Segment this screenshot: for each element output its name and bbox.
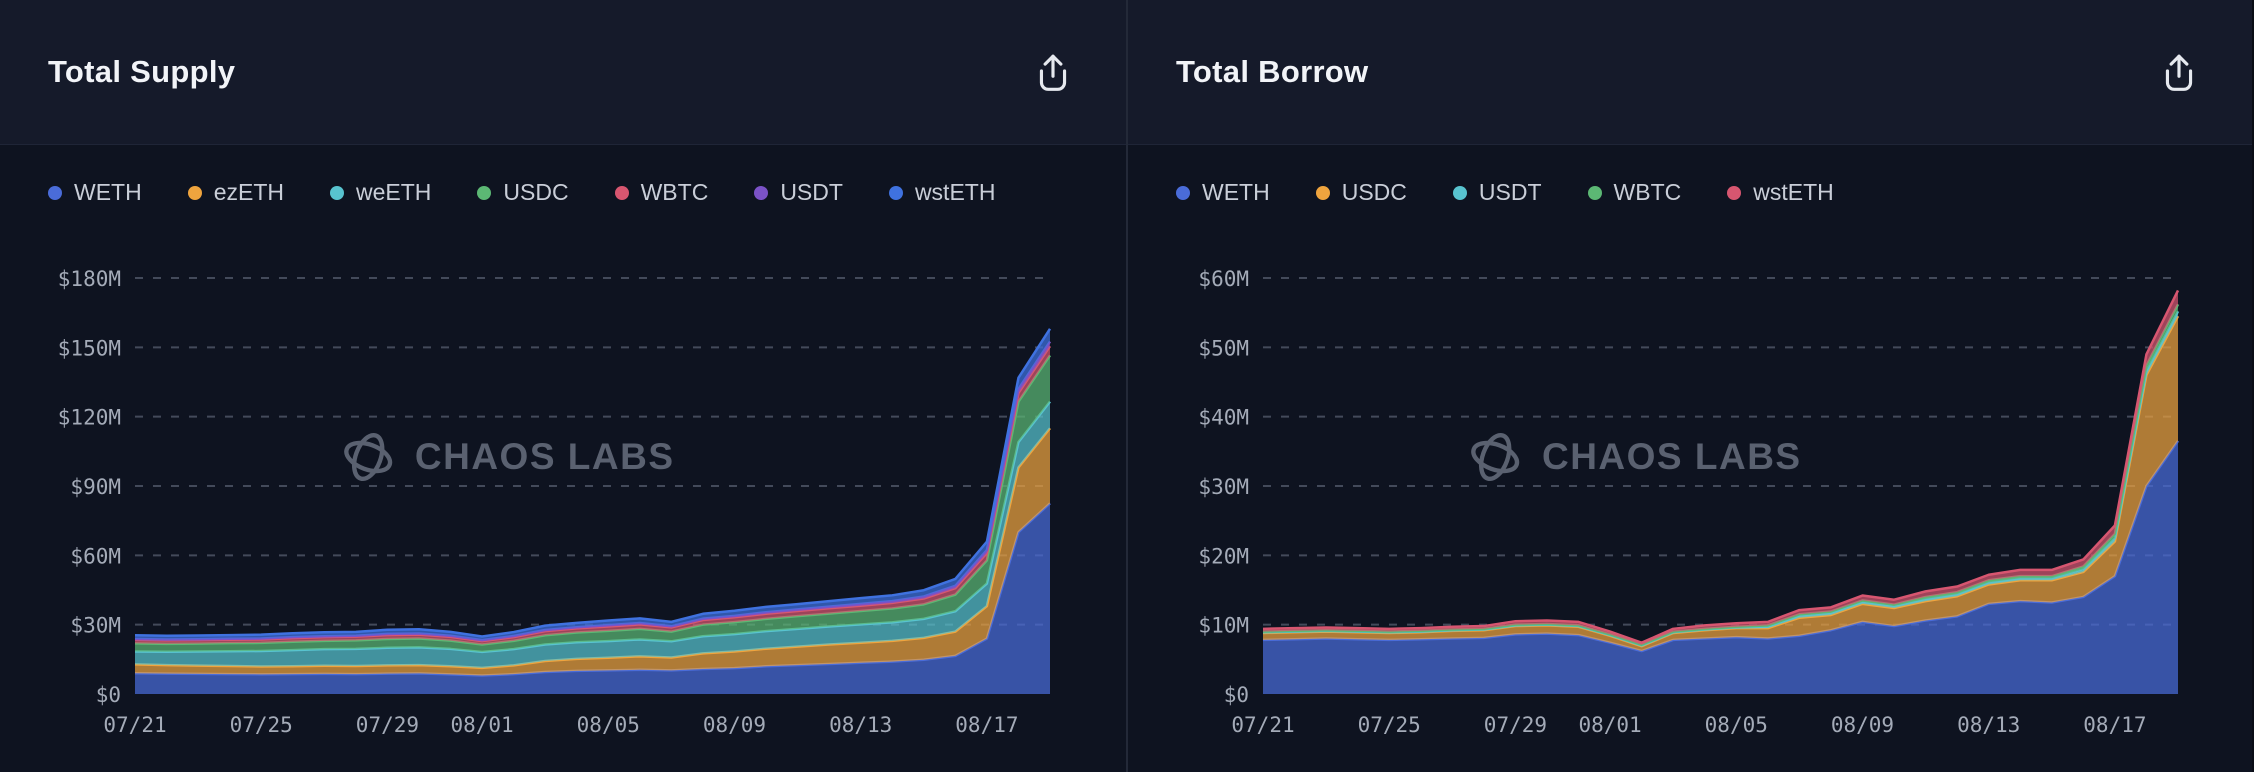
legend-label: USDC: [1341, 179, 1407, 205]
legend-dot-icon: [754, 185, 769, 200]
legend-label: wstETH: [1753, 179, 1834, 205]
legend-item-wsteth[interactable]: wstETH: [1727, 179, 1834, 206]
legend: WETH ezETH weETH USDC WBTC USDT wstETH: [0, 145, 1126, 220]
legend-dot-icon: [1315, 185, 1330, 200]
legend-item-weth[interactable]: WETH: [48, 179, 142, 206]
legend-item-ezeth[interactable]: ezETH: [187, 179, 285, 206]
card-header: Total Supply: [0, 0, 1126, 145]
export-icon: [2165, 54, 2193, 91]
line-series-wsteth: [134, 328, 1052, 638]
x-axis-label: 08/09: [1831, 713, 1894, 737]
x-axis-label: 08/05: [1705, 713, 1768, 737]
legend-item-usdc[interactable]: USDC: [1315, 179, 1407, 206]
y-axis-label: $60M: [1198, 267, 1249, 291]
legend-dot-icon: [477, 185, 492, 200]
x-axis-label: 07/21: [103, 713, 166, 737]
legend-dot-icon: [48, 185, 62, 200]
x-axis-label: 08/17: [2083, 713, 2146, 737]
y-axis-label: $0: [96, 683, 121, 707]
y-axis-label: $0: [1224, 683, 1249, 707]
legend-dot-icon: [888, 185, 903, 200]
legend-item-weeth[interactable]: weETH: [330, 179, 431, 206]
x-axis-label: 07/29: [1484, 713, 1547, 737]
legend-item-usdt[interactable]: USDT: [1452, 179, 1542, 206]
x-axis-label: 08/13: [829, 713, 892, 737]
legend-label: WETH: [1202, 179, 1270, 205]
legend-dot-icon: [1727, 185, 1742, 200]
area-series-weth: [1263, 440, 2178, 694]
y-axis-label: $60M: [70, 544, 121, 568]
y-axis-label: $30M: [1198, 475, 1249, 499]
export-icon: [1039, 54, 1067, 91]
export-button[interactable]: [2154, 45, 2204, 99]
y-axis-label: $40M: [1198, 406, 1249, 430]
legend-label: WBTC: [1613, 179, 1682, 205]
legend-label: weETH: [356, 179, 432, 205]
area-series-usdc: [1263, 316, 2178, 652]
y-axis-label: $90M: [70, 475, 121, 499]
y-axis-label: $180M: [58, 267, 121, 291]
legend-label: WETH: [74, 179, 142, 205]
legend-label: USDT: [1478, 179, 1542, 205]
y-axis-label: $20M: [1198, 544, 1249, 568]
y-axis-label: $50M: [1198, 336, 1249, 360]
legend-item-usdc[interactable]: USDC: [477, 179, 569, 206]
x-axis-label: 08/09: [703, 713, 766, 737]
export-button[interactable]: [1028, 45, 1078, 99]
legend-label: USDT: [780, 179, 843, 205]
x-axis-label: 07/29: [356, 713, 419, 737]
x-axis-label: 08/01: [1578, 713, 1641, 737]
x-axis-label: 08/01: [450, 713, 513, 737]
legend-dot-icon: [1452, 185, 1467, 200]
y-axis-label: $30M: [70, 614, 121, 638]
x-axis-label: 07/25: [1358, 713, 1421, 737]
legend-item-weth[interactable]: WETH: [1176, 179, 1270, 206]
legend-item-wbtc[interactable]: WBTC: [614, 179, 709, 206]
legend-dot-icon: [187, 185, 202, 200]
x-axis-label: 07/25: [230, 713, 293, 737]
legend-dot-icon: [614, 185, 629, 200]
chart-area: $0 $30M $60M $90M $120M $150M $180M 07/21 07/25 0…: [0, 220, 1126, 772]
card-total-borrow: Total Borrow WETH USDC USDT WBTC wstETH $0 $1…: [1126, 0, 2252, 772]
legend: WETH USDC USDT WBTC wstETH: [1128, 145, 2252, 220]
legend-item-wbtc[interactable]: WBTC: [1587, 179, 1682, 206]
y-axis-label: $150M: [58, 336, 121, 360]
x-axis-label: 08/13: [1957, 713, 2020, 737]
legend-label: WBTC: [640, 179, 709, 205]
area-series-usdc: [135, 355, 1050, 652]
area-series-ezeth: [135, 428, 1050, 676]
card-title: Total Supply: [48, 54, 236, 89]
legend-dot-icon: [330, 185, 345, 200]
card-total-supply: Total Supply WETH ezETH weETH USDC WBTC USDT w…: [0, 0, 1126, 772]
x-axis-label: 07/21: [1231, 713, 1294, 737]
chart-area: $0 $10M $20M $30M $40M $50M $60M 07/21 07/25 07/2…: [1128, 220, 2252, 772]
stacked-area-chart: $0 $10M $20M $30M $40M $50M $60M 07/21 07/25 07/2…: [1198, 267, 2180, 737]
line-series-wsteth: [1262, 289, 2180, 644]
legend-dot-icon: [1176, 185, 1190, 200]
card-title: Total Borrow: [1176, 54, 1369, 89]
area-series-wsteth: [135, 328, 1050, 641]
legend-dot-icon: [1587, 185, 1602, 200]
line-series-usdc: [134, 354, 1052, 646]
legend-item-usdt[interactable]: USDT: [754, 179, 843, 206]
x-axis-label: 08/17: [955, 713, 1018, 737]
legend-label: ezETH: [213, 179, 285, 205]
legend-item-wsteth[interactable]: wstETH: [888, 179, 996, 206]
y-axis-label: $10M: [1198, 614, 1249, 638]
stacked-area-chart: $0 $30M $60M $90M $120M $150M $180M 07/21 07/25 0…: [58, 267, 1052, 737]
y-axis-label: $120M: [58, 406, 121, 430]
legend-label: wstETH: [914, 179, 996, 205]
card-header: Total Borrow: [1128, 0, 2252, 145]
x-axis-label: 08/05: [577, 713, 640, 737]
legend-label: USDC: [503, 179, 569, 205]
